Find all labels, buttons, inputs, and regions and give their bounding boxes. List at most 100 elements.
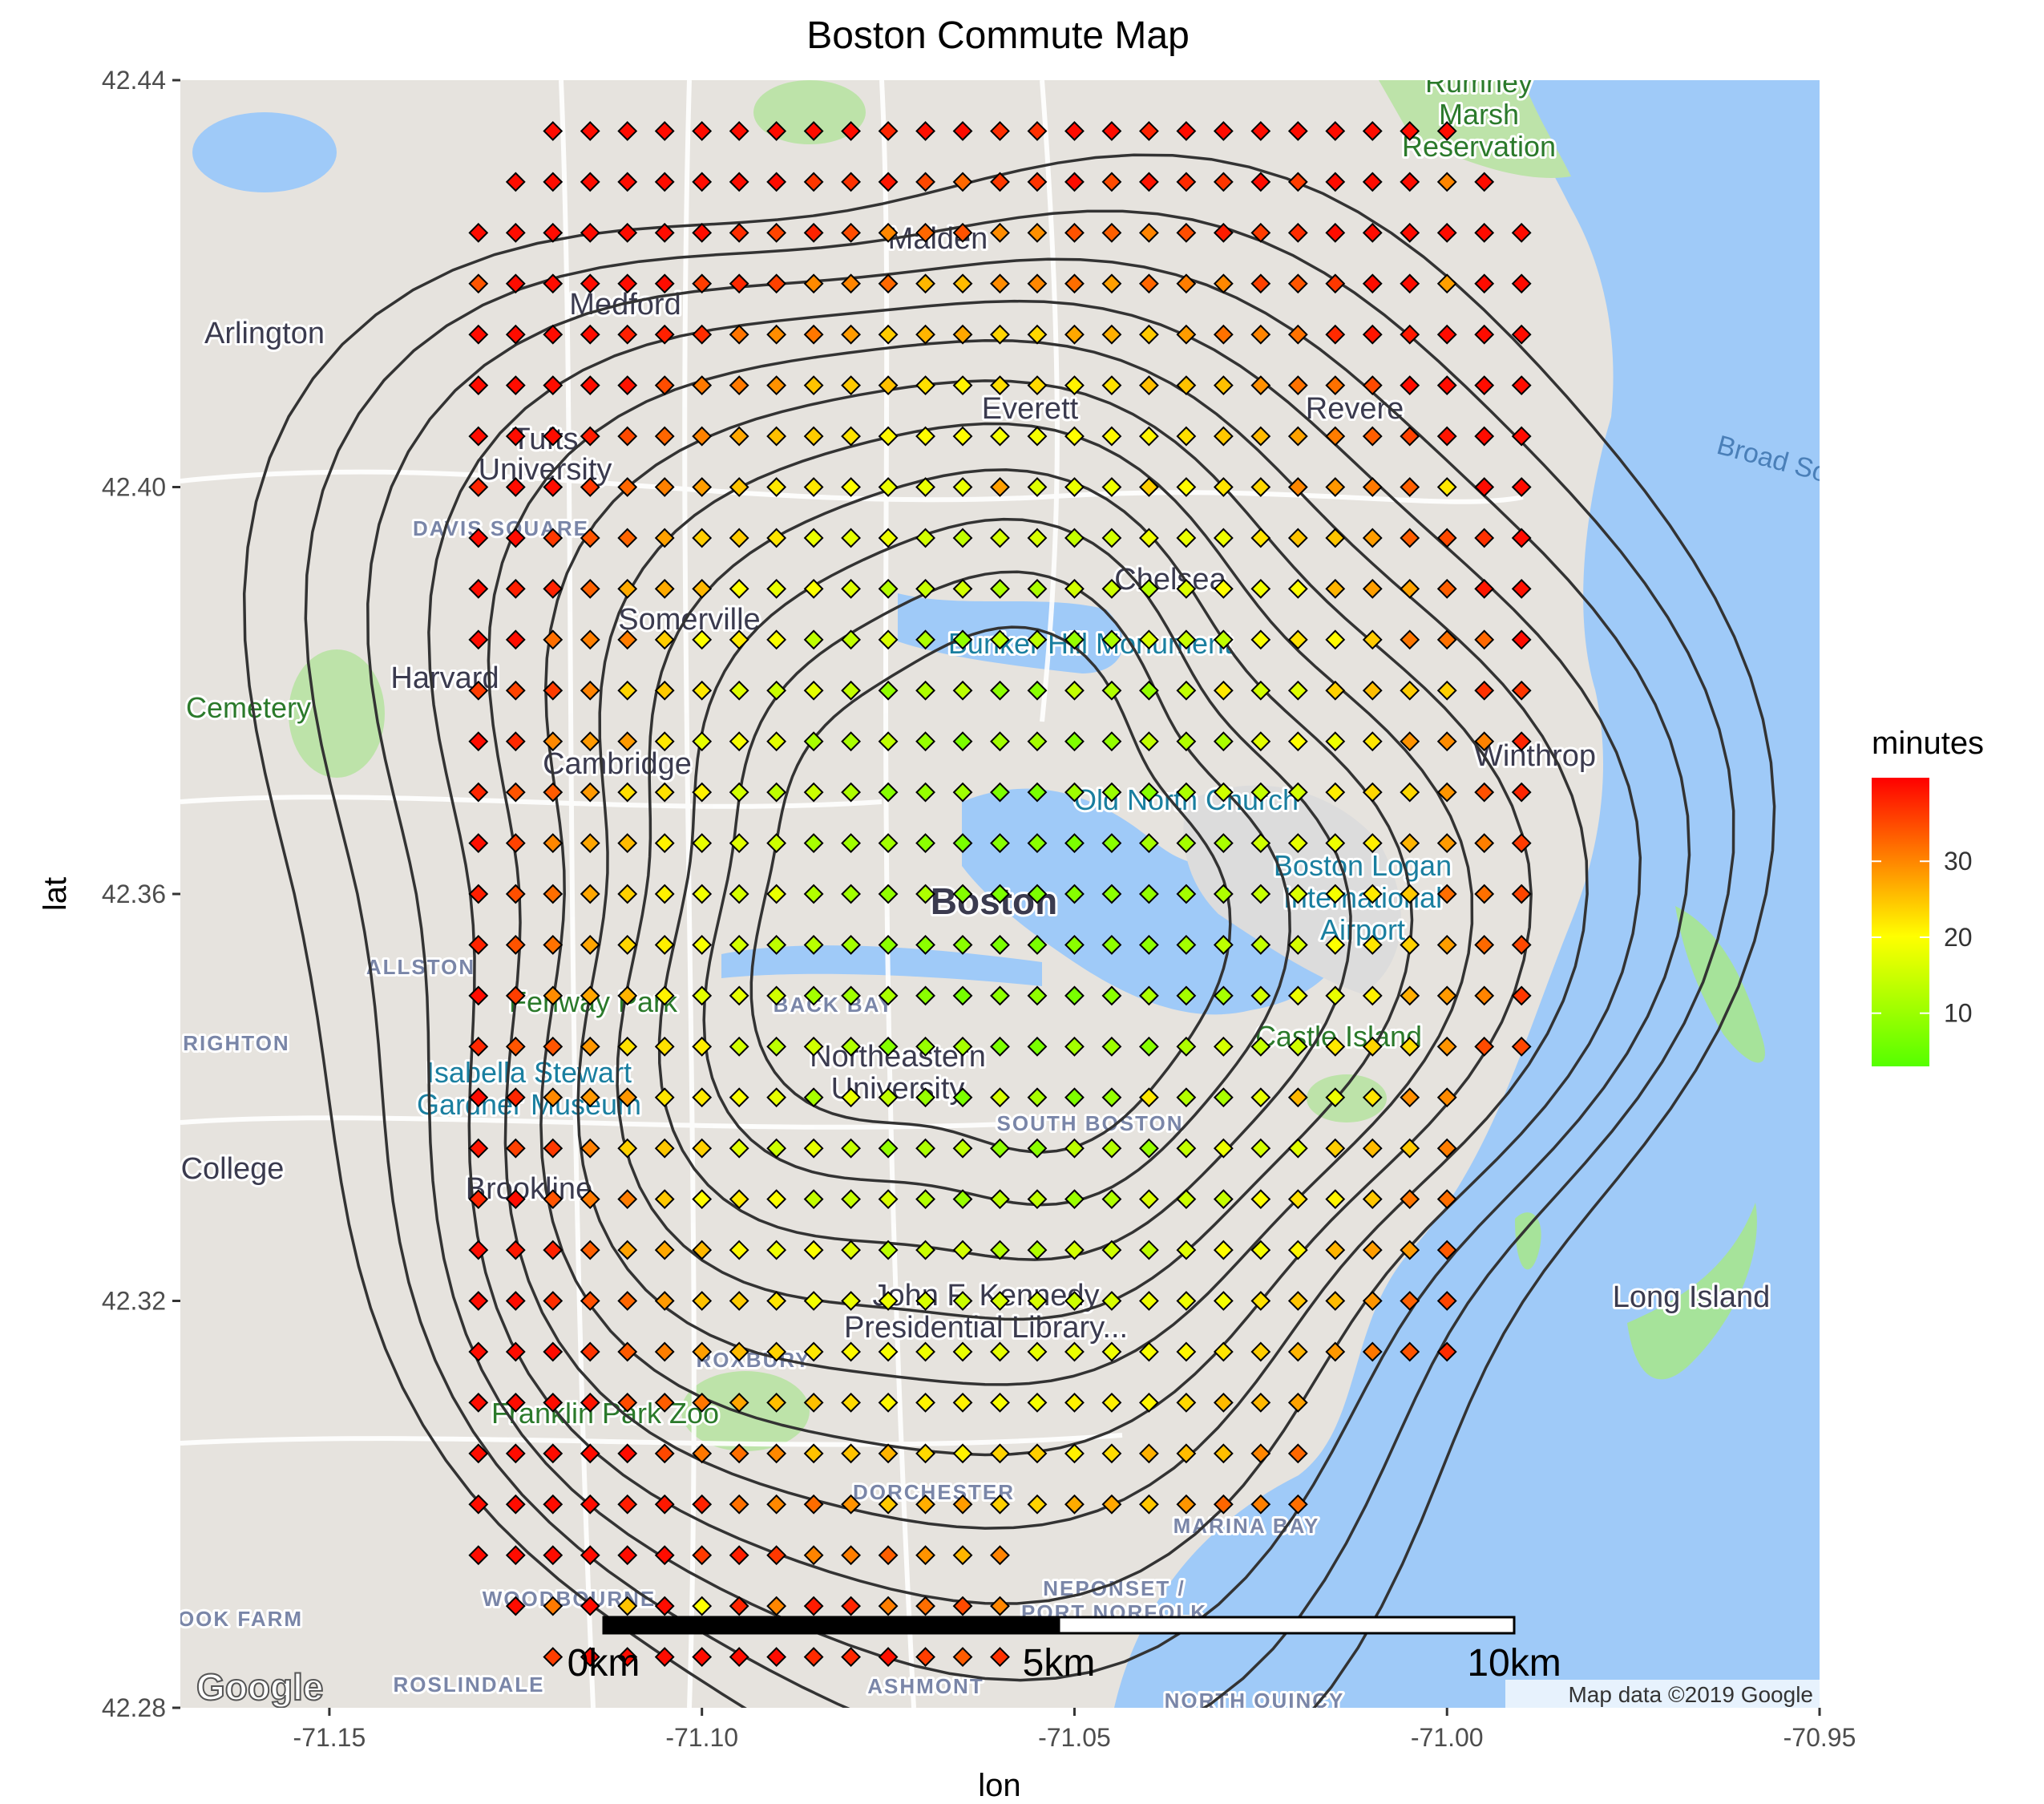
commute-point [803, 1036, 824, 1057]
commute-point [1400, 273, 1420, 294]
commute-point [990, 375, 1010, 396]
commute-point [1287, 884, 1308, 904]
scale-label-0: 0km [568, 1642, 640, 1685]
commute-point [1400, 1341, 1420, 1362]
commute-point [1213, 935, 1234, 955]
commute-point [729, 375, 749, 396]
commute-point [654, 1443, 675, 1464]
commute-point [878, 477, 899, 497]
commute-point [1250, 1494, 1271, 1515]
commute-point [543, 1138, 564, 1159]
commute-point [1138, 1341, 1159, 1362]
commute-point [505, 833, 526, 853]
commute-point [1287, 172, 1308, 192]
commute-point [1176, 172, 1197, 192]
commute-point [952, 1596, 973, 1616]
label-franklin-park: Franklin Park Zoo [491, 1397, 719, 1430]
commute-point [1138, 1392, 1159, 1413]
commute-point [654, 1240, 675, 1260]
commute-point [990, 477, 1010, 497]
commute-point [654, 1138, 675, 1159]
commute-point [1474, 222, 1495, 243]
commute-point [1064, 1494, 1085, 1515]
commute-point [1176, 629, 1197, 650]
commute-point [729, 1392, 749, 1413]
commute-point [1064, 578, 1085, 599]
contour-line [749, 625, 1232, 1154]
commute-point [580, 477, 600, 497]
commute-point [1474, 985, 1495, 1006]
commute-point [692, 578, 713, 599]
commute-point [952, 680, 973, 701]
commute-point [915, 782, 935, 803]
commute-point [1362, 578, 1383, 599]
commute-point [915, 375, 935, 396]
commute-point [841, 578, 862, 599]
commute-point [878, 1189, 899, 1210]
commute-point [1400, 222, 1420, 243]
commute-point [692, 1341, 713, 1362]
commute-point [990, 629, 1010, 650]
commute-point [692, 222, 713, 243]
label-ashmont: ASHMONT [867, 1674, 984, 1698]
commute-point [1101, 273, 1122, 294]
commute-point [505, 1596, 526, 1616]
commute-point [1101, 1036, 1122, 1057]
charles-river [721, 945, 1042, 986]
commute-point [1250, 1240, 1271, 1260]
commute-point [1064, 1443, 1085, 1464]
label-logan-1: Boston Logan [1274, 849, 1452, 882]
commute-point [990, 1596, 1010, 1616]
commute-point [990, 1443, 1010, 1464]
label-revere: Revere [1306, 392, 1404, 426]
commute-point [654, 324, 675, 345]
commute-point [1027, 884, 1048, 904]
commute-point [1362, 884, 1383, 904]
scale-bar-white [1057, 1616, 1516, 1635]
commute-point [1213, 1087, 1234, 1108]
commute-point [1064, 528, 1085, 548]
commute-point [1138, 324, 1159, 345]
commute-point [468, 985, 489, 1006]
commute-point [729, 1596, 749, 1616]
commute-point [952, 884, 973, 904]
commute-point [543, 1647, 564, 1667]
commute-point [654, 782, 675, 803]
commute-point [803, 1494, 824, 1515]
commute-point [1474, 426, 1495, 447]
label-arlington: Arlington [204, 317, 325, 350]
commute-point [1176, 222, 1197, 243]
commute-point [1325, 578, 1346, 599]
commute-point [841, 985, 862, 1006]
commute-point [654, 426, 675, 447]
commute-point [1027, 121, 1048, 141]
commute-point [1436, 1087, 1457, 1108]
commute-point [766, 1240, 787, 1260]
commute-point [952, 1138, 973, 1159]
commute-point [1400, 477, 1420, 497]
commute-point [468, 629, 489, 650]
commute-point [803, 172, 824, 192]
commute-point [803, 222, 824, 243]
x-tick-label: -70.95 [1783, 1723, 1856, 1752]
commute-point [543, 375, 564, 396]
y-tick-label: 42.32 [102, 1287, 166, 1316]
commute-point [915, 578, 935, 599]
commute-point [1325, 833, 1346, 853]
commute-point [1362, 1189, 1383, 1210]
commute-point [878, 833, 899, 853]
commute-point [1362, 629, 1383, 650]
commute-point [1436, 426, 1457, 447]
commute-point [952, 1647, 973, 1667]
commute-point [803, 629, 824, 650]
commute-point [654, 578, 675, 599]
commute-point [766, 375, 787, 396]
commute-point [1101, 1341, 1122, 1362]
map-panel: Medford Malden Arlington Everett Revere … [180, 80, 1820, 1708]
commute-point [654, 1647, 675, 1667]
commute-point [729, 1545, 749, 1566]
chart-title: Boston Commute Map [806, 14, 1190, 57]
commute-point [505, 985, 526, 1006]
commute-point [1436, 782, 1457, 803]
commute-point [543, 1545, 564, 1566]
